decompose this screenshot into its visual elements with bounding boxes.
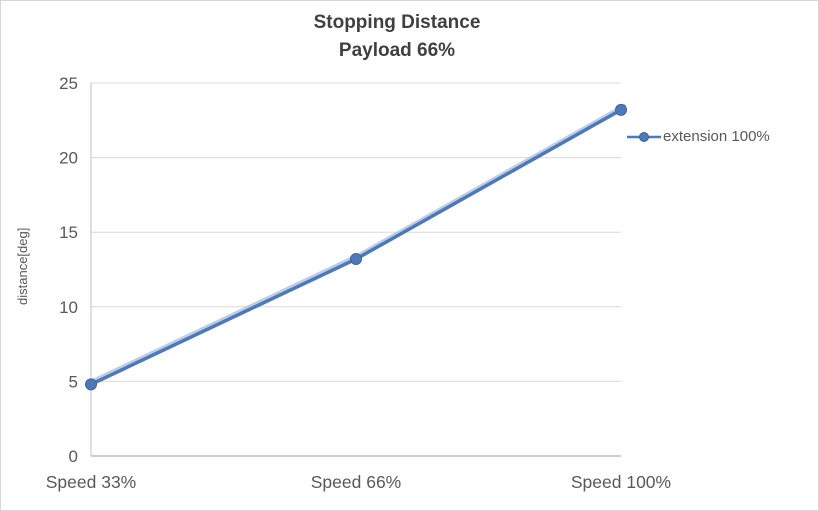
data-point-marker[interactable] xyxy=(350,253,362,266)
chart-subtitle: Payload 66% xyxy=(338,40,456,61)
x-tick-label: Speed 100% xyxy=(571,472,671,492)
legend[interactable]: extension 100% xyxy=(627,128,770,145)
y-tick-label: 20 xyxy=(59,149,78,168)
legend-series-label: extension 100% xyxy=(663,128,770,145)
x-tick-label: Speed 66% xyxy=(311,472,402,492)
y-tick-label: 5 xyxy=(69,372,78,391)
y-tick-label: 15 xyxy=(59,223,78,242)
chart-title-block: Stopping Distance Payload 66% xyxy=(1,9,793,65)
series-line-shadow xyxy=(92,103,626,383)
x-tick-label: Speed 33% xyxy=(46,472,137,492)
data-point-marker[interactable] xyxy=(615,103,627,116)
y-tick-label: 0 xyxy=(69,447,78,466)
data-point-marker[interactable] xyxy=(85,378,97,391)
y-tick-label: 25 xyxy=(59,74,78,93)
y-tick-label: 10 xyxy=(59,298,78,317)
legend-line-marker-icon xyxy=(627,131,661,142)
chart-title: Stopping Distance xyxy=(313,12,481,33)
